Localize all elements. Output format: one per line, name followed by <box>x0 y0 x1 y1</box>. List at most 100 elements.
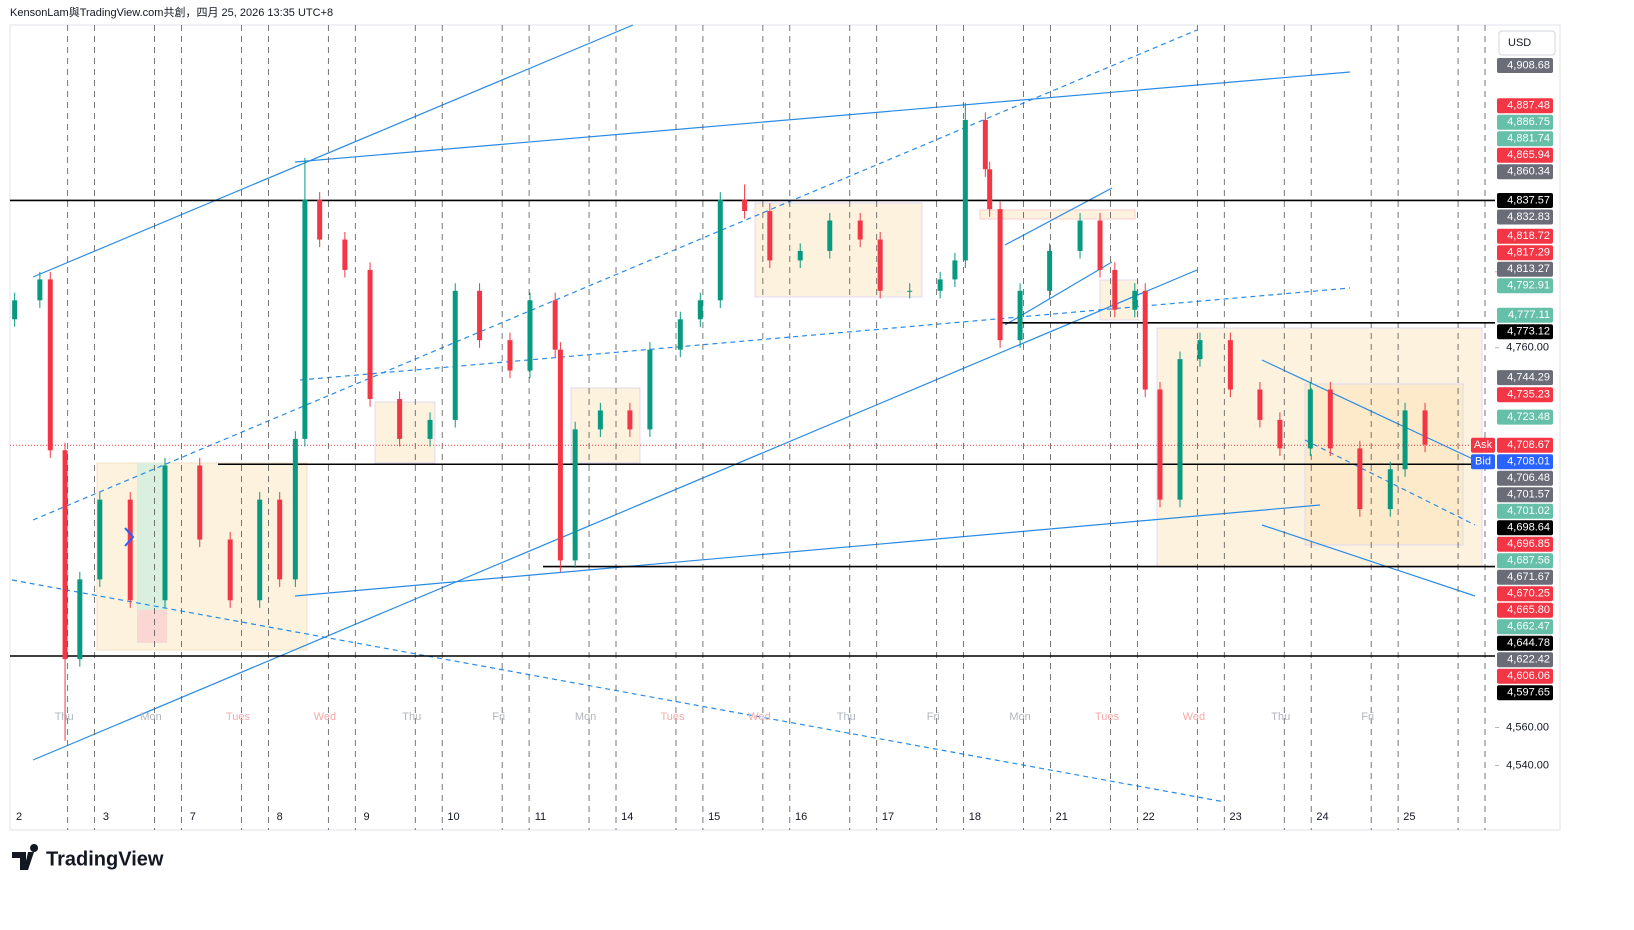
candle-body <box>767 211 773 261</box>
price-tag-label: 4,744.29 <box>1507 371 1550 383</box>
candle-body <box>277 499 283 580</box>
price-tag <box>1497 470 1553 486</box>
candle-body <box>162 465 168 601</box>
price-tag-label: 4,735.23 <box>1507 389 1550 401</box>
weekday-label: Tues <box>660 711 685 723</box>
candle-body <box>37 279 43 301</box>
candle-body <box>997 209 1003 341</box>
price-tag-label: 4,908.68 <box>1507 59 1550 71</box>
candle-body <box>1077 220 1083 251</box>
candle-body <box>1157 389 1163 500</box>
x-tick-label: 2 <box>16 811 22 823</box>
price-tag <box>1497 387 1553 403</box>
candle-body <box>302 199 308 439</box>
price-tag <box>1497 192 1553 208</box>
price-tag <box>1497 602 1553 618</box>
logo: TradingView <box>12 844 164 870</box>
x-tick-label: 21 <box>1056 811 1068 823</box>
price-tag-label: 4,777.11 <box>1508 309 1550 321</box>
weekday-label: Mon <box>1009 711 1030 723</box>
weekday-label: Tues <box>226 711 251 723</box>
candle-body <box>677 319 683 350</box>
price-tag-label: 4,813.27 <box>1507 263 1550 275</box>
candle-body <box>647 349 653 430</box>
candle-body <box>1097 220 1103 270</box>
candle-body <box>477 290 483 341</box>
x-tick-label: 16 <box>795 811 807 823</box>
price-tag <box>1497 164 1553 180</box>
candle-body <box>1307 389 1313 449</box>
price-tag <box>1497 685 1553 701</box>
price-tag <box>1497 324 1553 340</box>
price-tag-label: 4,865.94 <box>1507 149 1550 161</box>
candle-body <box>1017 290 1023 341</box>
candle-body <box>597 410 603 430</box>
candle-body <box>197 465 203 540</box>
candle-body <box>77 579 83 660</box>
currency: USD <box>1508 37 1531 49</box>
candle-body <box>952 260 958 280</box>
brand: TradingView <box>46 848 164 870</box>
candle-body <box>572 429 578 561</box>
x-tick-label: 7 <box>190 811 196 823</box>
weekday-label: Mon <box>140 711 161 723</box>
weekday-label: Thu <box>837 711 856 723</box>
candle-body <box>937 279 943 291</box>
x-tick-label: 17 <box>882 811 894 823</box>
marker <box>124 527 135 547</box>
price-tag <box>1497 635 1553 651</box>
price-tag <box>1497 98 1553 114</box>
candle-body <box>1257 389 1263 420</box>
price-tag-label: 4,723.48 <box>1507 411 1550 423</box>
price-tag <box>1497 114 1553 130</box>
price-tag-label: 4,792.91 <box>1507 280 1550 292</box>
x-tick-label: 24 <box>1316 811 1328 823</box>
side-tag-label: Bid <box>1475 456 1491 468</box>
side-tag <box>1471 437 1495 453</box>
candle-body <box>1227 340 1233 390</box>
x-tick-label: 8 <box>277 811 283 823</box>
x-tick-label: 23 <box>1229 811 1241 823</box>
price-tag-label: 4,597.65 <box>1507 687 1550 699</box>
price-tag-label: 4,818.72 <box>1507 230 1550 242</box>
y-tick-label: 4,560.00 <box>1506 721 1549 733</box>
weekday-label: Mon <box>575 711 596 723</box>
x-tick-label: 25 <box>1403 811 1415 823</box>
candle-body <box>1177 359 1183 500</box>
price-tag-label: 4,708.01 <box>1507 456 1550 468</box>
candle-body <box>97 499 103 580</box>
x-tick-label: 18 <box>969 811 981 823</box>
price-tag <box>1497 307 1553 323</box>
price-tag <box>1497 503 1553 519</box>
weekday-label: Wed <box>748 711 770 723</box>
weekday-label: Wed <box>314 711 336 723</box>
candle-body <box>1327 389 1333 449</box>
candle-body <box>227 539 233 601</box>
price-tag <box>1497 619 1553 635</box>
candle-body <box>877 239 883 291</box>
candle-body <box>1112 269 1118 310</box>
price-tag <box>1497 487 1553 503</box>
currency-box[interactable] <box>1498 30 1556 56</box>
candle-body <box>717 199 723 301</box>
candle-body <box>907 290 913 292</box>
candle-body <box>1132 290 1138 310</box>
weekday-label: Thu <box>402 711 421 723</box>
candle-body <box>12 300 18 320</box>
price-tag <box>1497 261 1553 277</box>
price-tag-label: 4,665.80 <box>1507 604 1550 616</box>
price-tag <box>1497 228 1553 244</box>
price-tag <box>1497 553 1553 569</box>
candle-body <box>527 300 533 371</box>
header: KensonLam與TradingView.com共創，四月 25, 2026 … <box>10 5 333 19</box>
candle-body <box>557 349 563 561</box>
candle-body <box>257 499 263 601</box>
price-tag <box>1497 520 1553 536</box>
price-tag-label: 4,696.85 <box>1507 538 1550 550</box>
x-tick-label: 10 <box>447 811 459 823</box>
candle-body <box>1402 410 1408 470</box>
weekday-label: Fri <box>492 711 505 723</box>
price-tag <box>1497 209 1553 225</box>
plot <box>10 25 1495 830</box>
price-tag <box>1497 147 1553 163</box>
